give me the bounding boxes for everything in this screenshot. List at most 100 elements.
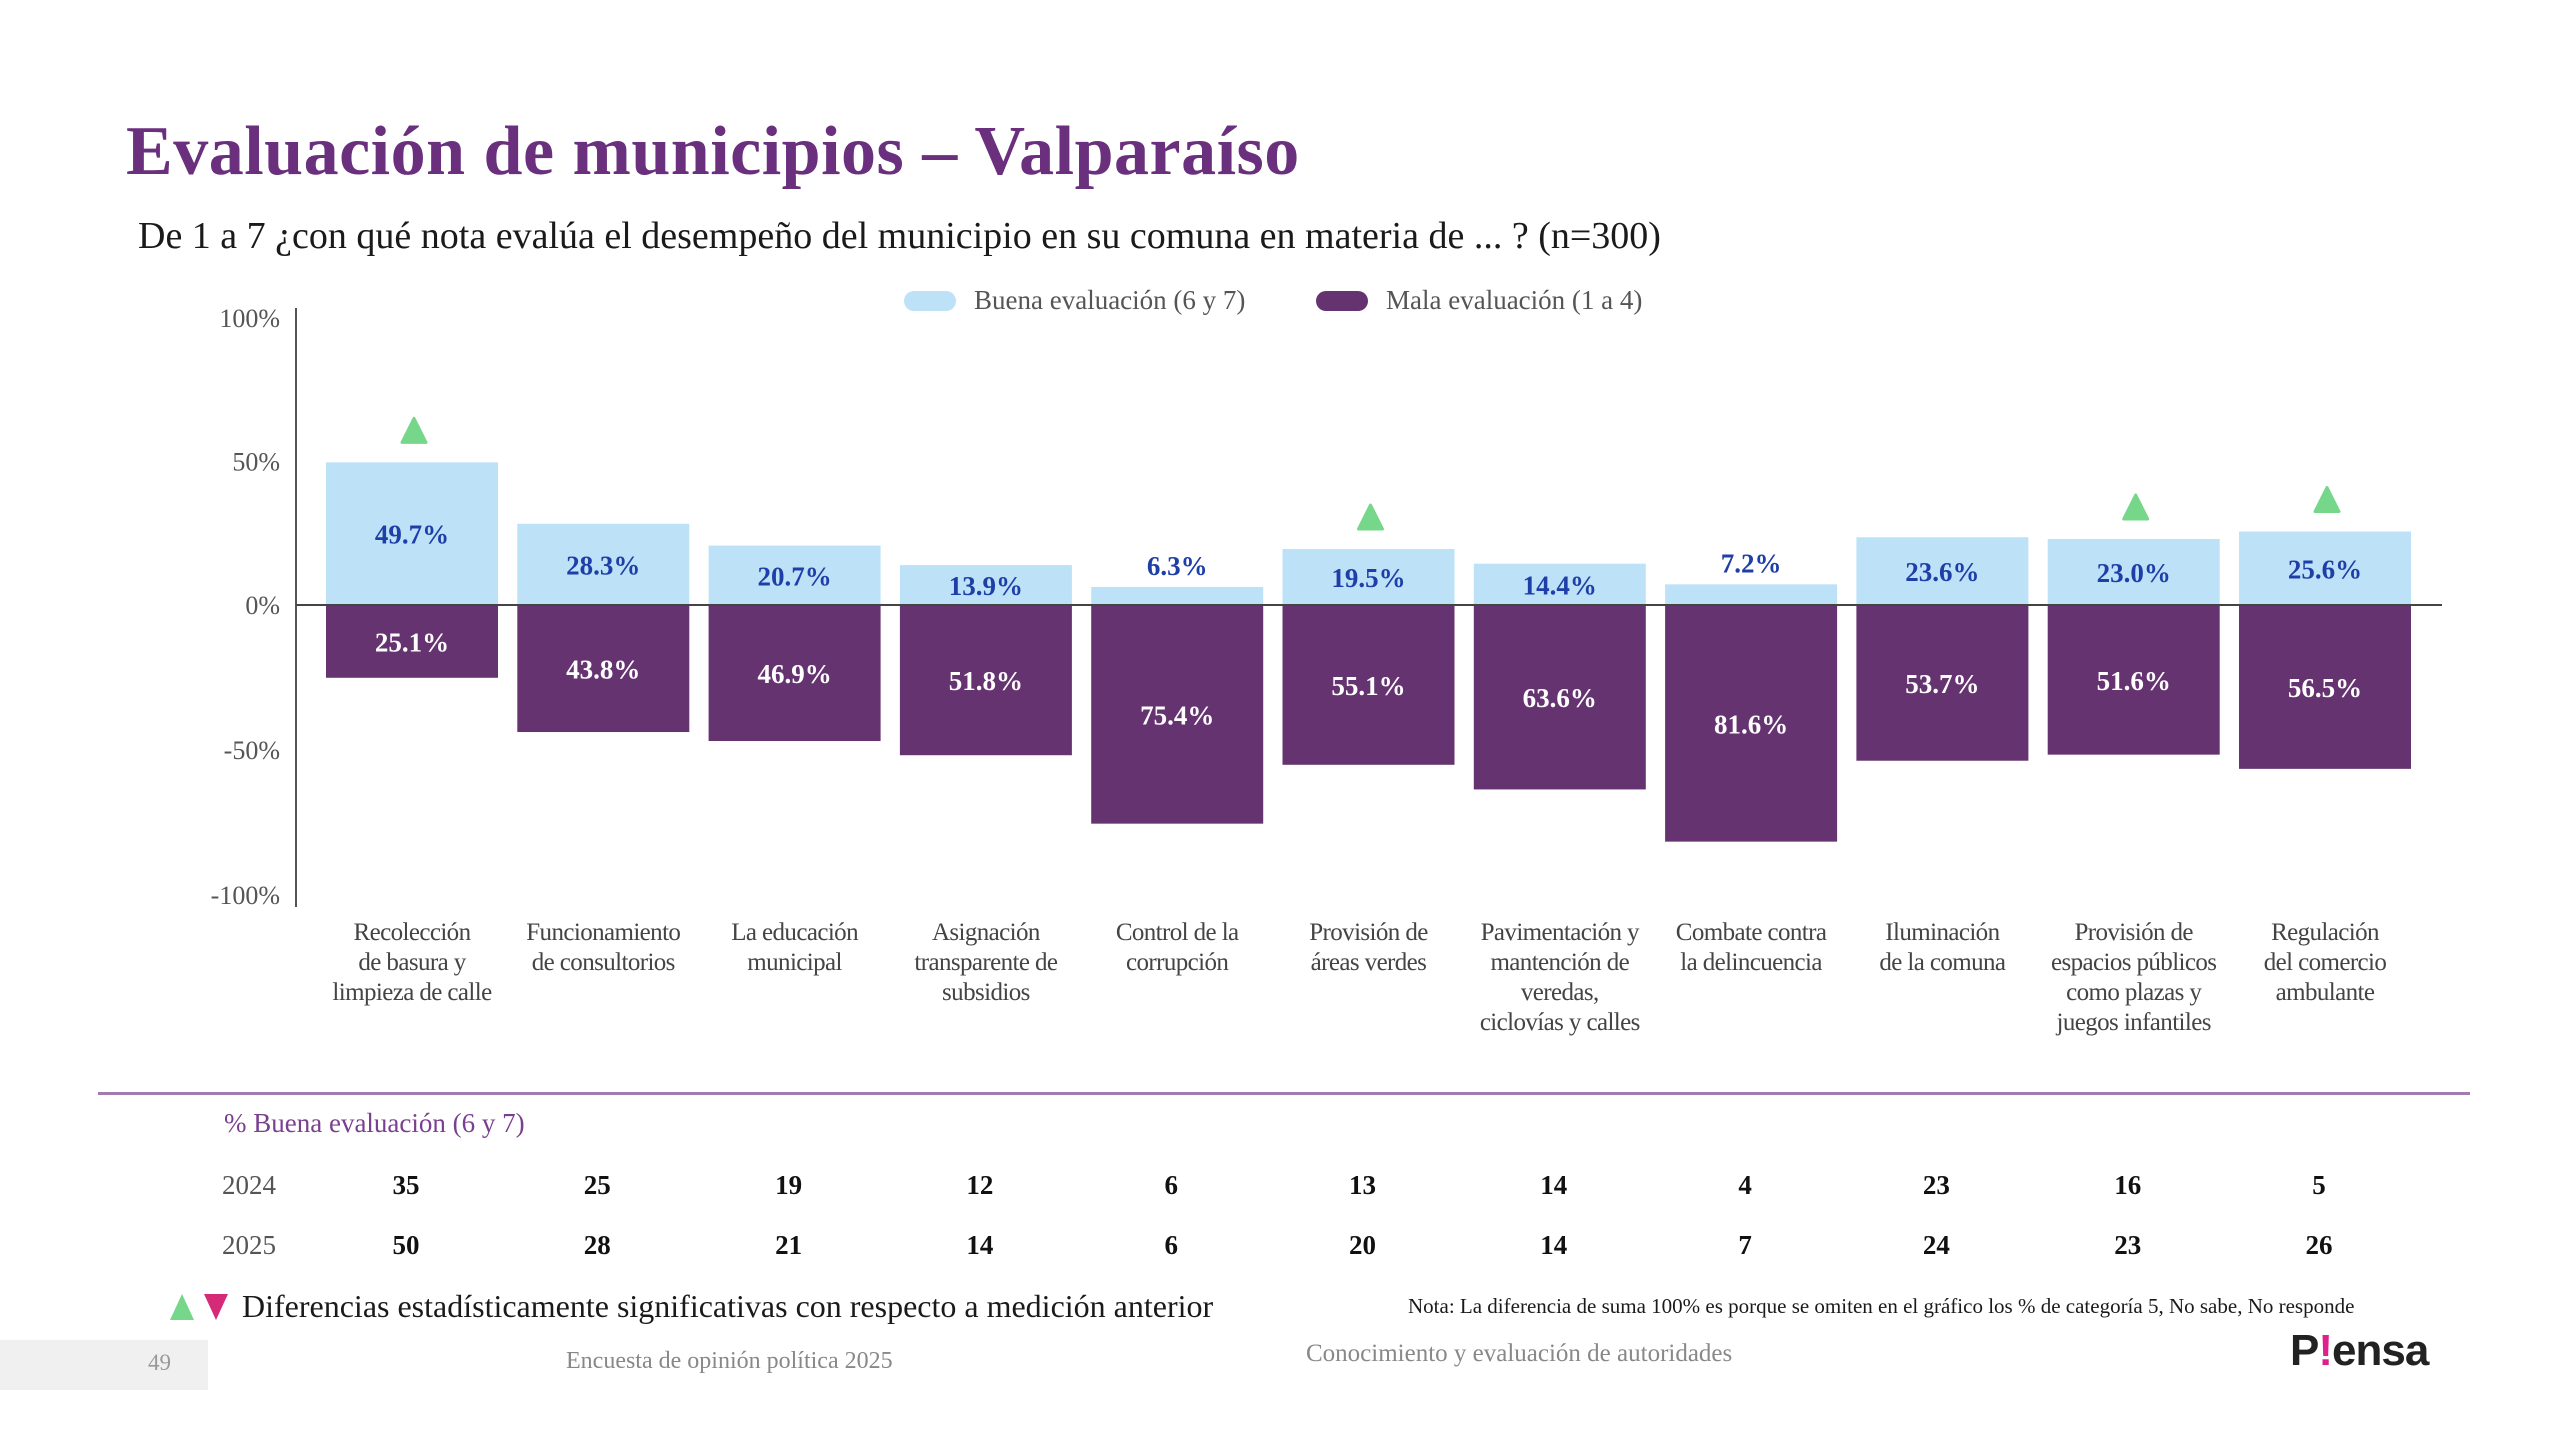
bar-good-label: 28.3%	[566, 550, 640, 580]
table-year-label: 2025	[222, 1230, 276, 1260]
bar-good	[708, 545, 881, 605]
y-tick-label: 50%	[232, 448, 280, 477]
category-label-line: áreas verdes	[1310, 949, 1427, 976]
bar-bad-label: 46.9%	[757, 659, 831, 689]
legend-swatch-good	[904, 290, 956, 311]
bar-good	[517, 523, 690, 605]
table-cell: 16	[2114, 1170, 2142, 1200]
significance-up-icon	[400, 416, 428, 444]
bar-good-label: 13.9%	[949, 571, 1023, 601]
footer-survey-name: Encuesta de opinión política 2025	[566, 1348, 893, 1374]
legend-label-bad: Mala evaluación (1 a 4)	[1386, 285, 1643, 315]
bar-bad	[517, 605, 690, 733]
bar-good-label: 19.5%	[1331, 563, 1405, 593]
page-number: 49	[148, 1350, 171, 1375]
category-label-line: Recolección	[353, 919, 472, 946]
bar-bad	[1665, 605, 1838, 842]
category-label-line: de basura y	[358, 949, 466, 976]
down-triangle-icon	[204, 1293, 228, 1320]
table-year-label: 2024	[222, 1170, 276, 1200]
category-label: Pavimentación y mantención de veredas, cicl…	[1465, 918, 1655, 1038]
category-label-line: mantención de	[1490, 949, 1630, 976]
category-label-line: Combate contra	[1675, 919, 1827, 946]
bar-good-label: 20.7%	[757, 561, 831, 591]
bar-good	[1091, 586, 1264, 605]
bar-bad	[2047, 605, 2220, 755]
table-title: % Buena evaluación (6 y 7)	[224, 1108, 525, 1138]
legend-label-good: Buena evaluación (6 y 7)	[974, 285, 1246, 315]
category-label-line: espacios públicos	[2050, 949, 2217, 976]
table-cell: 6	[1164, 1230, 1178, 1260]
category-label-line: de la comuna	[1879, 949, 2006, 976]
bar-bad-label: 51.6%	[2097, 666, 2171, 696]
category-label-line: Provisión de	[1309, 919, 1428, 946]
category-label: La educación municipal	[700, 918, 890, 978]
bar-good-label: 23.6%	[1905, 557, 1979, 587]
bar-bad-label: 51.8%	[949, 666, 1023, 696]
table-cell: 13	[1349, 1170, 1376, 1200]
piensa-logo: P!ensa	[2290, 1326, 2429, 1376]
category-label-line: Regulación	[2271, 919, 2379, 946]
legend-swatch-bad	[1316, 290, 1368, 311]
category-label: Iluminación de la comuna	[1847, 918, 2037, 978]
bar-bad-label: 75.4%	[1140, 700, 1214, 730]
category-label: Asignación transparente de subsidios	[891, 918, 1081, 1008]
bar-good-label: 6.3%	[1147, 551, 1208, 581]
category-label-line: de consultorios	[531, 949, 676, 976]
category-label-line: Provisión de	[2074, 919, 2193, 946]
bar-bad	[1856, 605, 2029, 761]
table-cell: 26	[2305, 1230, 2333, 1260]
diverging-bar-chart: 100% 50% 0% -50% -100% 49.7% 25.1% 28.3% 43.8% 20…	[211, 304, 2442, 910]
bar-bad	[1091, 605, 1264, 824]
significance-up-icon	[1357, 503, 1384, 531]
category-label: Combate contra la delincuencia	[1656, 918, 1846, 978]
table-cell: 25	[583, 1170, 611, 1200]
category-label-line: ambulante	[2275, 979, 2375, 1006]
bar-good	[1665, 584, 1838, 605]
table-cell: 19	[775, 1170, 803, 1200]
category-label-line: la delincuencia	[1680, 949, 1822, 976]
category-label-line: municipal	[747, 949, 842, 976]
category-label: Recolección de basura y limpieza de calle	[317, 918, 507, 1008]
table-cell: 5	[2312, 1170, 2326, 1200]
category-label: Funcionamiento de consultorios	[508, 918, 698, 978]
table-cell: 4	[1738, 1170, 1752, 1200]
y-tick-label: 0%	[245, 591, 280, 620]
category-label-line: limpieza de calle	[332, 979, 492, 1006]
category-label-line: juegos infantiles	[2056, 1009, 2212, 1036]
section-divider	[98, 1092, 2470, 1095]
significance-legend: Diferencias estadísticamente significati…	[168, 1288, 1213, 1325]
bar-good-label: 23.0%	[2097, 558, 2171, 588]
page-subtitle: De 1 a 7 ¿con qué nota evalúa el desempe…	[138, 215, 1661, 257]
bar-bad	[708, 605, 881, 742]
page-title: Evaluación de municipios – Valparaíso	[126, 113, 1300, 190]
significance-up-icon	[2122, 493, 2150, 521]
category-label: Control de la corrupción	[1082, 918, 1272, 978]
table-cell: 35	[392, 1170, 420, 1200]
table-cell: 7	[1738, 1230, 1752, 1260]
bar-good-label: 49.7%	[375, 520, 449, 550]
bar-good	[899, 565, 1072, 605]
bar-bad	[2239, 605, 2411, 769]
category-label-line: subsidios	[942, 979, 1030, 1006]
category-label: Regulación del comercio ambulante	[2230, 918, 2420, 1008]
category-label-line: veredas,	[1520, 979, 1599, 1006]
y-tick-label: -100%	[211, 881, 280, 910]
footer-section-name: Conocimiento y evaluación de autoridades	[1306, 1340, 1733, 1367]
logo-prefix: P	[2290, 1326, 2319, 1375]
bar-bad	[1473, 605, 1646, 790]
bar-bad-label: 25.1%	[375, 627, 449, 657]
bar-bad-label: 43.8%	[566, 655, 640, 685]
bar-bad-label: 81.6%	[1714, 709, 1788, 739]
table-cell: 20	[1349, 1230, 1376, 1260]
bar-good	[1282, 549, 1455, 605]
table-cell: 23	[2114, 1230, 2142, 1260]
bar-bad-label: 53.7%	[1905, 669, 1979, 699]
table-cell: 6	[1164, 1170, 1178, 1200]
table-cell: 14	[1540, 1230, 1568, 1260]
bar-good	[1473, 563, 1646, 605]
category-label-line: ciclovías y calles	[1479, 1009, 1641, 1036]
significance-arrows-icon	[170, 1293, 228, 1320]
table-cell: 14	[966, 1230, 994, 1260]
significance-legend-text: Diferencias estadísticamente significati…	[242, 1288, 1214, 1324]
